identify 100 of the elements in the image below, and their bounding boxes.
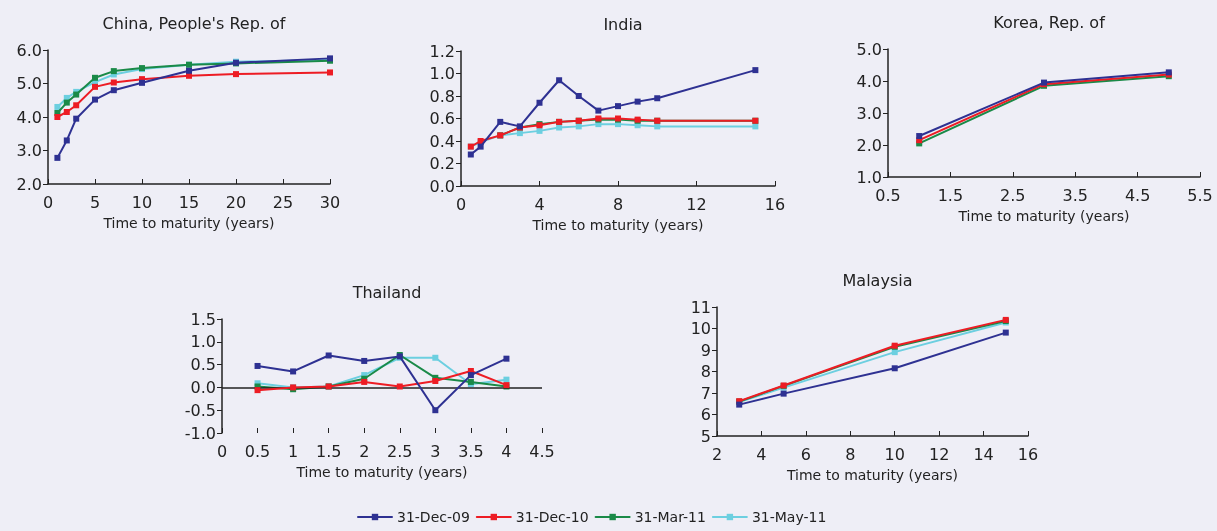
point <box>361 357 368 364</box>
x-tick-label: 14 <box>973 444 994 464</box>
legend-label: 31-Mar-11 <box>634 509 706 525</box>
y-tick-label: 1.5 <box>190 309 216 329</box>
x-tick-label: 1.5 <box>315 441 342 461</box>
point <box>63 99 70 106</box>
x-axis-title: Time to maturity (years) <box>102 215 275 231</box>
y-tick-label: 1.2 <box>429 41 455 61</box>
y-tick-label: 4.0 <box>856 71 882 91</box>
y-tick-label: -0.5 <box>184 400 216 420</box>
x-tick-label: 3.5 <box>458 441 484 461</box>
y-tick-label: 0.2 <box>429 154 455 173</box>
x-tick-label: 0 <box>216 441 228 461</box>
y-tick-label: 0.4 <box>429 131 455 151</box>
x-tick-label: 30 <box>319 192 341 212</box>
point <box>467 372 474 379</box>
x-tick-label: 2.5 <box>1000 185 1026 205</box>
x-tick-label: 3 <box>430 441 441 461</box>
y-tick-label: 6.0 <box>16 40 42 60</box>
point <box>110 87 117 94</box>
point <box>92 83 98 90</box>
point <box>503 355 510 362</box>
y-tick-label: 2.0 <box>16 174 42 194</box>
point <box>432 378 439 385</box>
point <box>63 137 70 144</box>
x-tick-label: 1 <box>288 441 299 461</box>
y-tick-label: 4.0 <box>16 107 42 127</box>
y-tick-label: 10 <box>690 319 711 338</box>
point <box>54 103 61 110</box>
x-tick-label: 4 <box>501 441 512 461</box>
point <box>615 103 621 110</box>
x-tick-label: 16 <box>764 194 786 214</box>
x-axis-title: Time to maturity (years) <box>531 217 704 233</box>
y-tick-label: 11 <box>690 297 711 317</box>
y-tick-label: 8 <box>700 362 711 381</box>
x-tick-label: 0 <box>42 192 54 212</box>
point <box>891 365 898 372</box>
point <box>254 362 261 369</box>
x-tick-label: 16 <box>1017 444 1039 464</box>
x-tick-label: 10 <box>131 192 153 212</box>
point <box>73 102 80 109</box>
x-tick-label: 4.5 <box>1124 185 1151 205</box>
x-tick-label: 4.5 <box>529 441 555 461</box>
point <box>254 387 261 394</box>
x-axis-title: Time to maturity (years) <box>957 208 1130 224</box>
y-tick-label: 1.0 <box>190 332 216 352</box>
chart-title: Thailand <box>351 282 422 302</box>
point <box>233 71 239 78</box>
x-tick-label: 12 <box>928 444 950 464</box>
point <box>396 383 403 390</box>
chart-title: Malaysia <box>842 270 913 290</box>
chart-title: China, People's Rep. of <box>102 13 286 33</box>
legend-label: 31-May-11 <box>751 509 827 525</box>
x-tick-label: 0.5 <box>244 441 271 461</box>
y-tick-label: 0.6 <box>429 109 455 128</box>
x-tick-label: 8 <box>612 194 624 214</box>
point <box>92 74 98 81</box>
point <box>916 133 923 140</box>
y-tick-label: 3.0 <box>16 141 42 160</box>
point <box>556 77 563 84</box>
x-tick-label: 0 <box>455 194 467 214</box>
point <box>497 118 504 125</box>
y-tick-label: 3.0 <box>856 103 882 123</box>
x-tick-label: 1.5 <box>937 185 964 205</box>
x-axis-title: Time to maturity (years) <box>785 467 959 483</box>
point <box>92 96 98 103</box>
chart-title: Korea, Rep. of <box>993 12 1106 32</box>
point <box>595 107 602 114</box>
y-tick-label: 1.0 <box>429 64 455 83</box>
y-tick-label: 1.0 <box>856 167 882 187</box>
x-tick-label: 25 <box>272 192 294 212</box>
y-tick-label: 5 <box>700 426 711 446</box>
y-tick-label: 0.0 <box>429 176 455 196</box>
point <box>327 69 333 76</box>
point <box>634 98 641 105</box>
y-tick-label: 7 <box>700 383 711 403</box>
point <box>536 99 543 106</box>
x-tick-label: 10 <box>884 444 905 464</box>
point <box>432 354 439 361</box>
point <box>477 143 484 150</box>
x-tick-label: 4 <box>534 194 545 214</box>
legend-label: 31-Dec-09 <box>397 509 470 525</box>
point <box>54 154 61 161</box>
point <box>575 93 582 99</box>
x-tick-label: 5.5 <box>1187 185 1213 205</box>
x-tick-label: 5 <box>89 192 101 212</box>
legend-label: 31-Dec-10 <box>515 509 589 525</box>
y-tick-label: 0.0 <box>190 377 216 397</box>
x-tick-label: 3.5 <box>1062 185 1088 205</box>
point <box>780 390 787 397</box>
x-tick-label: 20 <box>225 192 247 212</box>
x-tick-label: 4 <box>756 444 767 464</box>
point <box>325 352 332 359</box>
point <box>432 407 439 414</box>
point <box>467 151 474 158</box>
y-tick-label: 6 <box>700 405 711 424</box>
y-tick-label: -1.0 <box>184 423 216 443</box>
x-tick-label: 15 <box>178 192 200 212</box>
x-tick-label: 12 <box>686 194 707 214</box>
chart-title: India <box>603 14 643 34</box>
